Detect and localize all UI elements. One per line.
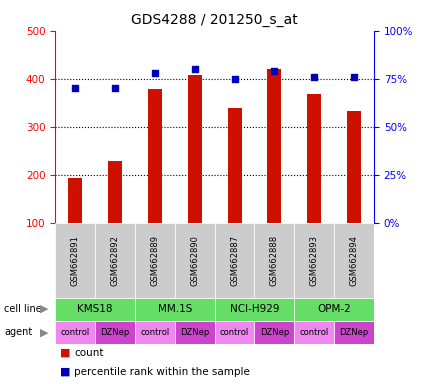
- Point: [271, 68, 278, 74]
- Text: cell line: cell line: [4, 304, 42, 314]
- Bar: [307, 94, 321, 223]
- Text: GSM662891: GSM662891: [71, 235, 79, 286]
- Bar: [55, 321, 95, 344]
- Bar: [294, 298, 374, 321]
- Text: control: control: [60, 328, 90, 337]
- Point: [231, 76, 238, 82]
- Bar: [334, 223, 374, 298]
- Text: DZNep: DZNep: [180, 328, 210, 337]
- Bar: [294, 321, 334, 344]
- Text: ▶: ▶: [40, 304, 49, 314]
- Text: ▶: ▶: [40, 327, 49, 337]
- Point: [351, 74, 357, 80]
- Bar: [175, 223, 215, 298]
- Bar: [95, 321, 135, 344]
- Bar: [227, 108, 241, 223]
- Text: agent: agent: [4, 327, 32, 337]
- Text: DZNep: DZNep: [260, 328, 289, 337]
- Text: GSM662887: GSM662887: [230, 235, 239, 286]
- Text: MM.1S: MM.1S: [158, 304, 192, 314]
- Text: GSM662893: GSM662893: [310, 235, 319, 286]
- Text: GSM662888: GSM662888: [270, 235, 279, 286]
- Text: NCI-H929: NCI-H929: [230, 304, 279, 314]
- Point: [151, 70, 158, 76]
- Point: [72, 85, 79, 91]
- Point: [191, 66, 198, 72]
- Bar: [135, 223, 175, 298]
- Bar: [175, 321, 215, 344]
- Text: ■: ■: [60, 348, 70, 358]
- Text: count: count: [74, 348, 104, 358]
- Bar: [347, 111, 361, 223]
- Text: percentile rank within the sample: percentile rank within the sample: [74, 367, 250, 377]
- Text: DZNep: DZNep: [100, 328, 130, 337]
- Text: control: control: [220, 328, 249, 337]
- Bar: [95, 223, 135, 298]
- Text: GSM662890: GSM662890: [190, 235, 199, 286]
- Bar: [267, 69, 281, 223]
- Text: DZNep: DZNep: [340, 328, 369, 337]
- Text: GSM662892: GSM662892: [110, 235, 119, 286]
- Point: [311, 74, 317, 80]
- Text: control: control: [300, 328, 329, 337]
- Bar: [68, 178, 82, 223]
- Bar: [215, 321, 255, 344]
- Text: ■: ■: [60, 367, 70, 377]
- Bar: [215, 223, 255, 298]
- Bar: [55, 223, 95, 298]
- Bar: [294, 223, 334, 298]
- Text: control: control: [140, 328, 170, 337]
- Bar: [148, 89, 162, 223]
- Bar: [55, 298, 135, 321]
- Bar: [108, 161, 122, 223]
- Bar: [255, 321, 294, 344]
- Text: KMS18: KMS18: [77, 304, 113, 314]
- Point: [112, 85, 119, 91]
- Bar: [188, 75, 202, 223]
- Text: GSM662894: GSM662894: [350, 235, 359, 286]
- Bar: [334, 321, 374, 344]
- Bar: [135, 321, 175, 344]
- Bar: [255, 223, 294, 298]
- Text: OPM-2: OPM-2: [317, 304, 351, 314]
- Title: GDS4288 / 201250_s_at: GDS4288 / 201250_s_at: [131, 13, 298, 27]
- Text: GSM662889: GSM662889: [150, 235, 159, 286]
- Bar: [215, 298, 294, 321]
- Bar: [135, 298, 215, 321]
